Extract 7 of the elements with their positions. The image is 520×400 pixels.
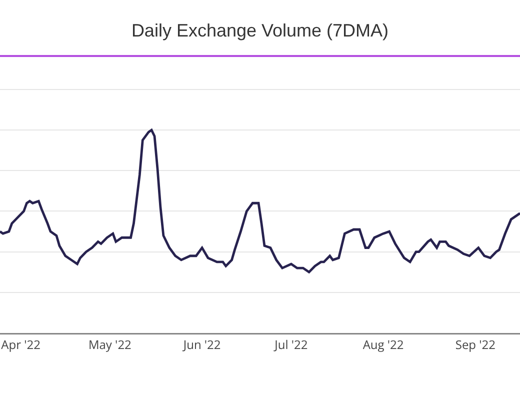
x-tick-label: Apr '22 [1,336,41,353]
x-tick-label: Jul '22 [274,336,308,353]
chart-title: Daily Exchange Volume (7DMA) [131,20,389,40]
x-tick-label: Aug '22 [362,336,404,353]
x-tick-label: Jun '22 [182,336,221,353]
x-tick-label: Sep '22 [455,336,496,353]
x-tick-label: May '22 [88,336,132,353]
